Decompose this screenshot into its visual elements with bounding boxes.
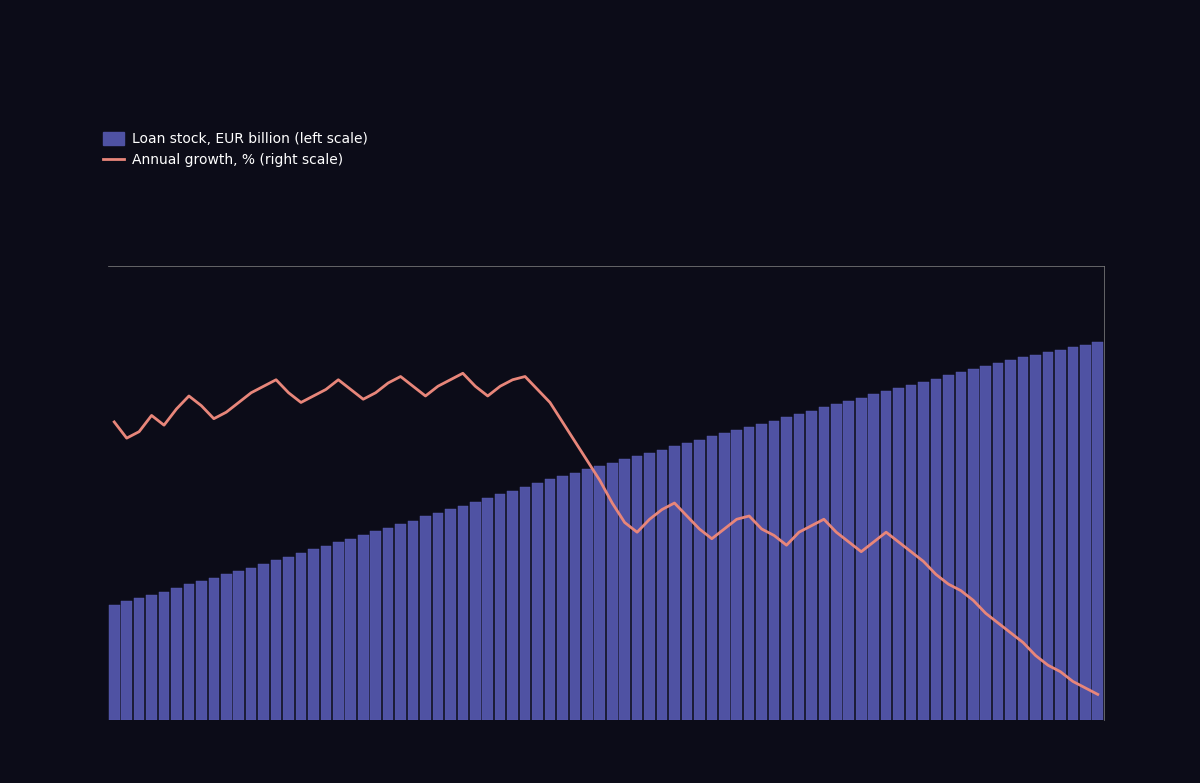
Bar — [806, 411, 817, 720]
Bar — [320, 546, 331, 720]
Bar — [844, 401, 854, 720]
Bar — [445, 509, 456, 720]
Bar — [308, 550, 319, 720]
Bar — [694, 439, 704, 720]
Bar — [1006, 359, 1016, 720]
Bar — [744, 428, 755, 720]
Bar — [146, 595, 157, 720]
Legend: Loan stock, EUR billion (left scale), Annual growth, % (right scale): Loan stock, EUR billion (left scale), An… — [103, 132, 368, 167]
Bar — [283, 557, 294, 720]
Bar — [719, 433, 730, 720]
Bar — [881, 391, 892, 720]
Bar — [134, 598, 144, 720]
Bar — [545, 479, 556, 720]
Bar — [508, 491, 518, 720]
Bar — [582, 469, 593, 720]
Bar — [1031, 355, 1040, 720]
Bar — [992, 363, 1003, 720]
Bar — [420, 517, 431, 720]
Bar — [968, 370, 978, 720]
Bar — [470, 502, 480, 720]
Bar — [906, 385, 917, 720]
Bar — [184, 584, 194, 720]
Bar — [832, 404, 841, 720]
Bar — [893, 388, 904, 720]
Bar — [246, 568, 257, 720]
Bar — [707, 436, 718, 720]
Bar — [781, 417, 792, 720]
Bar — [918, 382, 929, 720]
Bar — [121, 601, 132, 720]
Bar — [346, 539, 356, 720]
Bar — [271, 560, 281, 720]
Bar — [1055, 350, 1066, 720]
Bar — [383, 528, 394, 720]
Bar — [1018, 357, 1028, 720]
Bar — [520, 487, 530, 720]
Bar — [1080, 345, 1091, 720]
Bar — [818, 407, 829, 720]
Bar — [955, 372, 966, 720]
Bar — [457, 506, 468, 720]
Bar — [570, 473, 580, 720]
Bar — [533, 483, 542, 720]
Bar — [482, 498, 493, 720]
Bar — [756, 424, 767, 720]
Bar — [1043, 352, 1054, 720]
Bar — [172, 588, 181, 720]
Bar — [295, 553, 306, 720]
Bar — [682, 443, 692, 720]
Bar — [856, 398, 866, 720]
Bar — [209, 578, 220, 720]
Bar — [619, 460, 630, 720]
Bar — [358, 536, 368, 720]
Bar — [644, 453, 655, 720]
Bar — [109, 604, 120, 720]
Bar — [158, 591, 169, 720]
Bar — [395, 524, 406, 720]
Bar — [769, 420, 779, 720]
Bar — [943, 375, 954, 720]
Bar — [494, 494, 505, 720]
Bar — [793, 414, 804, 720]
Bar — [408, 521, 419, 720]
Bar — [931, 378, 941, 720]
Bar — [1092, 342, 1103, 720]
Bar — [656, 449, 667, 720]
Bar — [869, 394, 878, 720]
Bar — [557, 476, 568, 720]
Bar — [1068, 347, 1078, 720]
Bar — [670, 446, 679, 720]
Bar — [980, 366, 991, 720]
Bar — [732, 430, 742, 720]
Bar — [632, 456, 642, 720]
Bar — [594, 466, 605, 720]
Bar — [196, 581, 206, 720]
Bar — [433, 513, 443, 720]
Bar — [258, 565, 269, 720]
Bar — [334, 542, 343, 720]
Bar — [234, 571, 244, 720]
Bar — [371, 532, 380, 720]
Bar — [221, 574, 232, 720]
Bar — [607, 463, 618, 720]
